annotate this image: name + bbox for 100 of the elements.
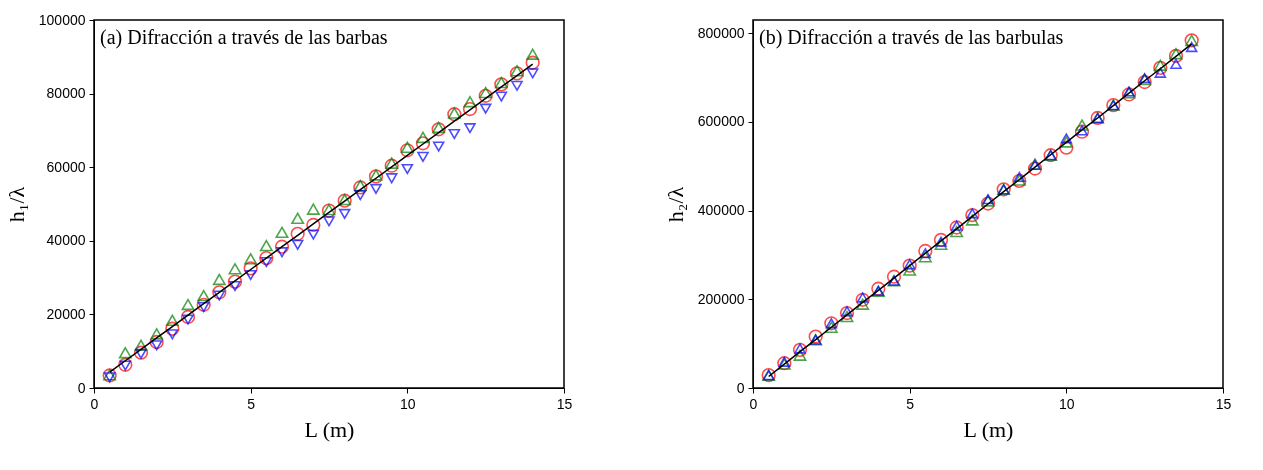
- point: [416, 131, 430, 144]
- y-tick-label: 800000: [697, 24, 745, 41]
- point: [950, 220, 963, 231]
- point: [510, 65, 524, 77]
- point: [1168, 48, 1184, 64]
- point: [965, 214, 979, 226]
- point: [1027, 161, 1043, 176]
- x-tick-label: 5: [247, 395, 256, 412]
- point: [417, 151, 429, 163]
- point: [432, 141, 445, 152]
- point: [274, 239, 290, 254]
- point: [1154, 67, 1167, 78]
- x-tick-label: 10: [1059, 395, 1075, 412]
- point: [495, 91, 508, 102]
- point: [526, 48, 540, 60]
- point: [808, 329, 823, 344]
- y-tick-label: 20000: [46, 305, 86, 322]
- point: [966, 208, 979, 219]
- point: [213, 290, 226, 301]
- y-tick-label: 200000: [697, 290, 745, 307]
- point: [291, 212, 305, 225]
- point: [839, 305, 855, 321]
- y-tick-label: 600000: [697, 113, 745, 130]
- x-tick-label: 15: [1215, 395, 1232, 412]
- point: [1170, 58, 1182, 70]
- point: [1169, 47, 1183, 60]
- point: [243, 261, 258, 276]
- x-tick-label: 10: [400, 395, 416, 412]
- point: [150, 340, 163, 351]
- x-axis-title: L (m): [304, 416, 355, 442]
- point: [275, 226, 289, 239]
- point: [134, 339, 148, 352]
- point: [1060, 133, 1073, 144]
- point: [229, 280, 241, 292]
- point: [856, 298, 870, 310]
- point: [306, 217, 321, 233]
- point: [290, 226, 305, 241]
- point: [197, 289, 211, 302]
- point: [181, 298, 195, 311]
- point: [793, 349, 807, 361]
- point: [400, 141, 414, 154]
- point: [980, 196, 996, 211]
- point: [276, 247, 288, 258]
- point: [1153, 59, 1167, 71]
- point: [165, 321, 180, 336]
- point: [855, 292, 870, 307]
- point: [919, 248, 932, 259]
- y-axis-title: h₁/λ: [3, 186, 29, 223]
- point: [228, 263, 242, 275]
- point: [1153, 60, 1168, 75]
- point: [526, 68, 539, 79]
- point: [291, 239, 304, 250]
- y-tick-label: 0: [736, 379, 745, 396]
- point: [227, 274, 243, 289]
- point: [400, 143, 415, 158]
- point: [196, 297, 211, 312]
- point: [935, 236, 947, 247]
- point: [338, 208, 351, 220]
- point: [824, 321, 838, 333]
- point: [856, 292, 869, 303]
- point: [401, 163, 414, 175]
- x-tick-label: 0: [749, 395, 758, 412]
- point: [509, 66, 525, 81]
- point: [841, 306, 853, 317]
- point: [244, 269, 257, 281]
- annotation: (b) Difracción a través de las barbulas: [759, 26, 1064, 49]
- point: [1185, 41, 1198, 53]
- point: [478, 88, 493, 103]
- point: [415, 136, 431, 151]
- point: [165, 314, 179, 327]
- y-tick-label: 400000: [697, 202, 745, 219]
- point: [323, 216, 335, 227]
- point: [385, 157, 399, 169]
- annotation: (a) Difracción a través de las barbas: [100, 26, 388, 49]
- point: [166, 329, 179, 340]
- x-tick-label: 5: [906, 395, 915, 412]
- x-tick-label: 15: [556, 395, 573, 412]
- point: [1075, 119, 1089, 131]
- point: [370, 183, 382, 195]
- point: [1137, 74, 1152, 90]
- point: [306, 203, 320, 215]
- point: [385, 173, 398, 184]
- point: [197, 301, 210, 313]
- point: [934, 238, 948, 251]
- point: [479, 86, 493, 99]
- point: [150, 328, 164, 340]
- point: [212, 285, 227, 300]
- y-tick-label: 60000: [46, 158, 86, 175]
- point: [918, 243, 933, 259]
- point: [118, 346, 132, 359]
- y-tick-label: 40000: [46, 232, 86, 249]
- point: [149, 334, 164, 350]
- y-tick-label: 0: [77, 379, 86, 396]
- point: [840, 310, 854, 323]
- point: [1059, 136, 1073, 148]
- y-tick-label: 80000: [46, 85, 86, 102]
- point: [950, 225, 964, 238]
- point: [259, 239, 273, 252]
- point: [511, 80, 523, 91]
- point: [949, 220, 964, 235]
